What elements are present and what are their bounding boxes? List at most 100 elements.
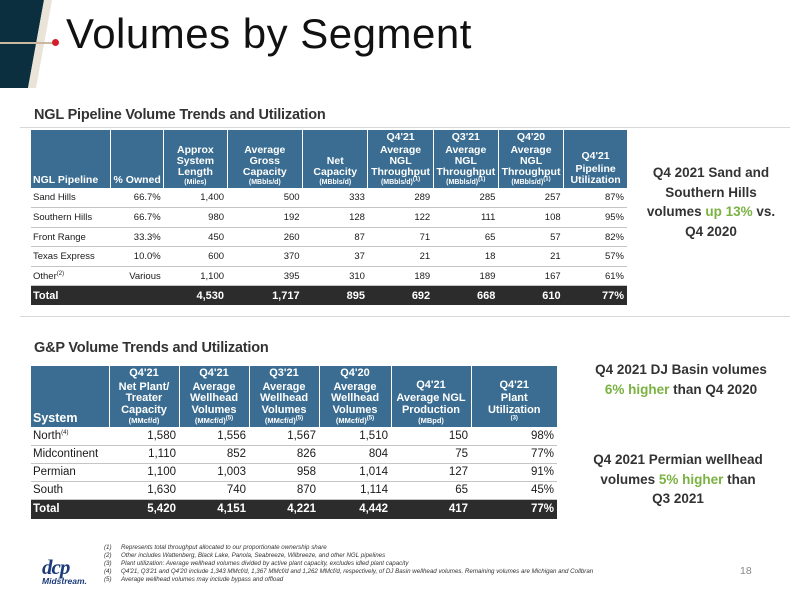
footnote: (4) Q4'21, Q3'21 and Q4'20 include 1,343 … <box>104 568 724 576</box>
gp-total-label: Total <box>31 499 109 520</box>
footnote-ref: (5) <box>295 415 304 422</box>
footnote-number: (2) <box>104 552 112 560</box>
ngl-col-header: Q3'21 Average NGL Throughput (MBbls/d)(1) <box>433 130 499 189</box>
ngl-col-header: Average Gross Capacity (MBbls/d) <box>227 130 304 189</box>
gp-total-row: Total 5,420 4,151 4,221 4,442 417 77% <box>31 499 557 520</box>
ngl-cell: 87% <box>563 188 627 209</box>
footnote-ref: (1) <box>478 176 486 183</box>
ngl-cell: 1,400 <box>163 188 228 209</box>
ngl-cell: 600 <box>163 246 228 267</box>
footnote-number: (5) <box>104 576 112 584</box>
ngl-col-header: Net Capacity (MBbls/d) <box>302 130 369 189</box>
ngl-row-name: Texas Express <box>31 246 111 267</box>
ngl-cell: 310 <box>302 266 368 287</box>
ngl-total-cell: 4,530 <box>163 285 228 305</box>
footnote-ref: (1) <box>543 176 551 183</box>
gp-table-body: North(4) 1,580 1,556 1,567 1,510 150 98% Midcon… <box>31 427 557 520</box>
gp-divider <box>20 316 790 317</box>
ngl-col-period: Q4'21 <box>581 150 610 163</box>
ngl-col-unit: (MBbls/d)(1) <box>380 176 421 187</box>
gp-cell: 852 <box>179 445 249 464</box>
gp-col-unit: (MMcf/d)(5) <box>335 415 375 426</box>
gp-table-row: South 1,630 740 870 1,114 65 45% <box>31 481 557 500</box>
ngl-cell: 111 <box>433 207 499 228</box>
gp-col-period: Q4'21 <box>416 378 446 391</box>
ngl-col-label: Average NGL Throughput <box>371 144 430 179</box>
ngl-cell: 65 <box>433 227 499 248</box>
ngl-total-cell <box>110 285 164 305</box>
footnote-number: (1) <box>104 544 112 551</box>
footnote-ref: (5) <box>225 415 234 422</box>
ngl-col-header: Q4'20 Average NGL Throughput (MBbls/d)(1) <box>498 130 565 189</box>
ngl-cell: Various <box>110 266 164 287</box>
ngl-cell: 189 <box>433 266 499 287</box>
ngl-row-name: Front Range <box>31 227 111 248</box>
gp-total-cell: 4,442 <box>319 499 391 520</box>
ngl-col-label: Approx System Length <box>176 144 215 179</box>
ngl-table: NGL Pipeline% Owned Approx System Length(… <box>31 130 627 305</box>
footnote-number: (3) <box>104 560 112 568</box>
footnote-ref: (3) <box>510 415 518 422</box>
ngl-col-header: Q4'21 Average NGL Throughput (MBbls/d)(1) <box>367 130 434 189</box>
gp-cell: 1,580 <box>109 427 179 446</box>
ngl-col-period: Q4'20 <box>516 131 546 143</box>
ngl-cell: 95% <box>563 207 627 228</box>
gp-cell: 958 <box>249 463 319 482</box>
header-decoration <box>0 0 60 88</box>
ngl-cell: 33.3% <box>110 227 164 248</box>
ngl-row-name: Southern Hills <box>31 207 111 228</box>
gp-cell: 1,100 <box>109 463 179 482</box>
ngl-cell: 122 <box>367 207 434 228</box>
gp-row-name: Permian <box>31 463 109 482</box>
ngl-col-unit: (Miles) <box>184 179 207 187</box>
footnote-ref: (2) <box>56 270 65 277</box>
company-logo: dcp Midstream. <box>42 557 100 591</box>
ngl-cell: 57 <box>498 227 564 248</box>
ngl-col-period: Q3'21 <box>451 131 480 143</box>
callout-highlight: 5% higher <box>658 471 724 487</box>
ngl-cell: 189 <box>367 266 434 287</box>
ngl-cell: 21 <box>367 246 434 267</box>
callout-text: Q4 2021 DJ Basin volumes <box>595 362 767 377</box>
gp-table-row: North(4) 1,580 1,556 1,567 1,510 150 98% <box>31 427 557 446</box>
ngl-cell: 66.7% <box>110 188 164 209</box>
footnote-text: Q4'21, Q3'21 and Q4'20 include 1,343 MMc… <box>121 568 594 576</box>
gp-table: System Q4'21 Net Plant/ Treater Capacity (M… <box>31 366 557 520</box>
gp-col-header: Q4'21 Plant Utilization (3) <box>471 366 557 428</box>
ngl-col-unit: (MBbls/d) <box>248 179 281 187</box>
ngl-table-row: Other(2) Various 1,100 395 310 189 189 167 61% <box>31 266 627 287</box>
footnote: (2) Other includes Wattenberg, Black Lake… <box>104 552 724 560</box>
ngl-col-period: Q4'21 <box>386 131 415 143</box>
gp-col-header: Q3'21 Average Wellhead Volumes (MMcf/d)(5) <box>249 366 320 428</box>
gp-cell: 1,567 <box>249 427 319 446</box>
gp-cell: 77% <box>471 445 557 464</box>
callout-text: than Q3 2021 <box>652 471 756 507</box>
gp-cell: 740 <box>179 481 249 500</box>
ngl-cell: 57% <box>563 246 627 267</box>
footnote-text: Represents total throughput allocated to… <box>121 544 327 551</box>
gp-col-header: Q4'21 Net Plant/ Treater Capacity (MMcf/d) <box>109 366 180 428</box>
ngl-total-cell: 610 <box>498 285 564 305</box>
ngl-col-label: % Owned <box>113 174 161 187</box>
ngl-cell: 37 <box>302 246 368 267</box>
callout-text: than Q4 2020 <box>669 381 758 397</box>
ngl-callout: Q4 2021 Sand and Southern Hills volumes … <box>636 163 786 241</box>
gp-cell: 1,114 <box>319 481 391 500</box>
footnote-text: Other includes Wattenberg, Black Lake, P… <box>121 552 386 560</box>
gp-header-row: System Q4'21 Net Plant/ Treater Capacity (M… <box>31 366 557 428</box>
ngl-col-header: NGL Pipeline <box>31 130 112 189</box>
footnote-number: (4) <box>104 568 112 576</box>
ngl-cell: 257 <box>498 188 564 209</box>
ngl-table-row: Texas Express 10.0% 600 370 37 21 18 21 57% <box>31 246 627 267</box>
gp-cell: 65 <box>391 481 471 500</box>
gp-cell: 870 <box>249 481 319 500</box>
footnote-ref: (4) <box>61 429 69 436</box>
ngl-total-cell: 1,717 <box>227 285 303 305</box>
dj-callout: Q4 2021 DJ Basin volumes 6% higher than … <box>588 360 774 399</box>
gp-col-header: System <box>31 366 110 428</box>
gp-col-label: Average Wellhead Volumes <box>330 380 380 416</box>
gp-cell: 75 <box>391 445 471 464</box>
ngl-col-unit: (MBbls/d)(1) <box>511 176 551 187</box>
ngl-col-header: Approx System Length (Miles) <box>163 130 228 189</box>
gp-cell: 45% <box>471 481 557 500</box>
